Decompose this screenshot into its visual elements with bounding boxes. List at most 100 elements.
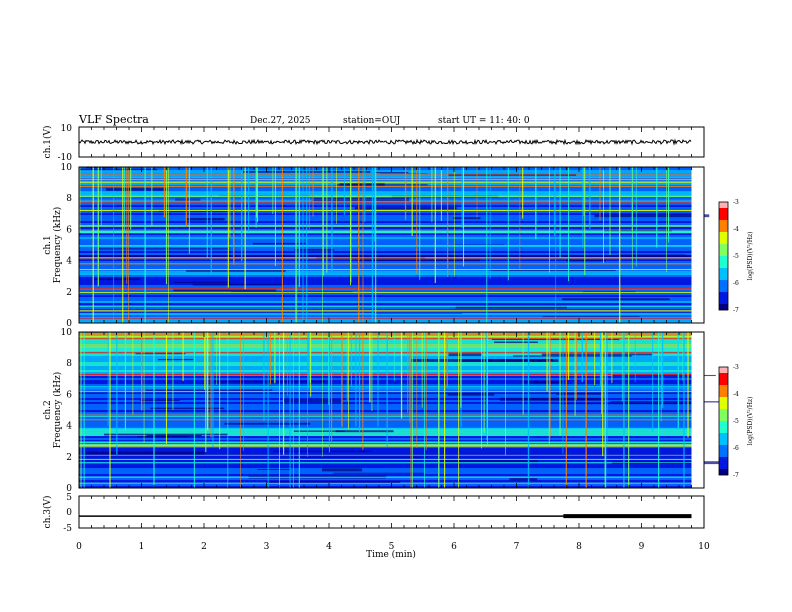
x-tick-label: 6 <box>451 542 457 552</box>
colorbar-step <box>719 467 728 470</box>
spec-band <box>79 235 692 238</box>
spec-band <box>79 215 692 218</box>
colorbar-step <box>719 204 728 207</box>
spec-patch <box>146 434 202 437</box>
colorbar-step <box>719 369 728 372</box>
spec-band <box>79 354 692 357</box>
colorbar-step <box>719 397 728 400</box>
x-tick-label: 8 <box>576 542 582 552</box>
spec-patch <box>257 469 291 471</box>
ch2-spectrogram-panel: 0 2 4 6 8 10 ch.2 Frequency (kHz) <box>43 328 726 494</box>
spec-patch <box>86 451 205 455</box>
x-tick-label: 0 <box>76 542 82 552</box>
colorbar-step <box>719 280 728 283</box>
ch2-spec-yticks: 0 2 4 6 8 10 <box>61 328 73 494</box>
spec-band <box>79 372 692 375</box>
x-tick-labels: 0 1 2 3 4 5 6 7 8 9 10 <box>76 542 710 552</box>
ch3-ytick-5: 5 <box>66 493 72 503</box>
colorbar-step <box>719 387 728 390</box>
spec-patch <box>566 259 606 262</box>
spec-patch <box>252 242 306 245</box>
spec-band <box>79 406 692 409</box>
ch1-ytick-top: 10 <box>61 124 73 134</box>
ch2-channel-label: ch.2 <box>43 400 53 419</box>
spec-band <box>79 187 692 190</box>
spec-band <box>79 297 692 300</box>
spec-band <box>79 452 692 455</box>
spec-patch <box>173 281 231 284</box>
spec-patch <box>582 291 636 293</box>
colorbar-step <box>719 439 728 442</box>
spec-band <box>79 281 692 284</box>
spec-band <box>79 400 692 403</box>
ch2-spec-ytick-0: 0 <box>66 484 72 494</box>
spec-blank <box>691 167 704 323</box>
spec-band <box>79 450 692 453</box>
spec-patch <box>562 298 670 301</box>
spec-patch <box>594 214 710 218</box>
spec-band <box>79 287 692 290</box>
spec-band <box>79 466 692 469</box>
colorbar-step <box>719 431 728 434</box>
colorbar-step <box>719 214 728 217</box>
spec-patch <box>513 355 632 357</box>
spec-patch <box>373 172 409 174</box>
colorbar-step <box>719 248 728 251</box>
spec-band <box>79 342 692 345</box>
spec-band <box>79 267 692 270</box>
colorbar-step <box>719 447 728 450</box>
spec-band <box>79 243 692 246</box>
spec-band <box>79 307 692 310</box>
spec-band <box>79 460 692 463</box>
spec-band <box>79 217 692 220</box>
spec-band <box>79 301 692 304</box>
spec-band <box>79 438 692 441</box>
colorbar-step <box>719 441 728 444</box>
x-tick-label: 1 <box>139 542 145 552</box>
colorbar-step <box>719 238 728 241</box>
spec-band <box>79 376 692 379</box>
spec-band <box>79 464 692 467</box>
colorbar-step <box>719 258 728 261</box>
spec-band <box>79 422 692 425</box>
spec-band <box>79 279 692 282</box>
spec-band <box>79 175 692 178</box>
spec-band <box>79 265 692 268</box>
spec-band <box>79 315 692 318</box>
colorbar-step <box>719 473 728 476</box>
spec-band <box>79 201 692 204</box>
spec-patch <box>103 433 228 436</box>
colorbar-step <box>719 294 728 297</box>
spec-band <box>79 344 692 347</box>
colorbar-step <box>719 443 728 446</box>
spec-band <box>79 299 692 302</box>
colorbar-step <box>719 391 728 394</box>
spec-band <box>79 442 692 445</box>
ch1-spec-ytick-8: 8 <box>66 194 72 204</box>
spec-band <box>79 484 692 487</box>
spec-band <box>79 247 692 250</box>
spec-patch <box>294 248 335 251</box>
colorbar-step <box>719 389 728 392</box>
colorbar-step <box>719 437 728 440</box>
spec-patch <box>455 305 567 309</box>
ch3-ytick-0: 0 <box>66 508 72 518</box>
ch1-freq-label: Frequency (kHz) <box>52 207 63 284</box>
spec-patch <box>559 403 693 405</box>
spec-band <box>79 364 692 367</box>
colorbar-step <box>719 385 728 388</box>
colorbar-step <box>719 435 728 438</box>
ch3-trace-panel: 5 0 -5 ch.3(V) <box>42 493 705 534</box>
colorbar-step <box>719 284 728 287</box>
ch1-ylabel: ch.1(V) <box>42 126 53 159</box>
colorbar-step <box>719 409 728 412</box>
ch2-spec-ytick-4: 4 <box>66 422 72 432</box>
spec-patch <box>500 397 607 401</box>
colorbar-step <box>719 421 728 424</box>
colorbar-step <box>719 266 728 269</box>
spec-band <box>79 434 692 437</box>
spec-band <box>79 193 692 196</box>
spec-patch <box>494 341 538 343</box>
colorbar-step <box>719 465 728 468</box>
spec-band <box>79 241 692 244</box>
